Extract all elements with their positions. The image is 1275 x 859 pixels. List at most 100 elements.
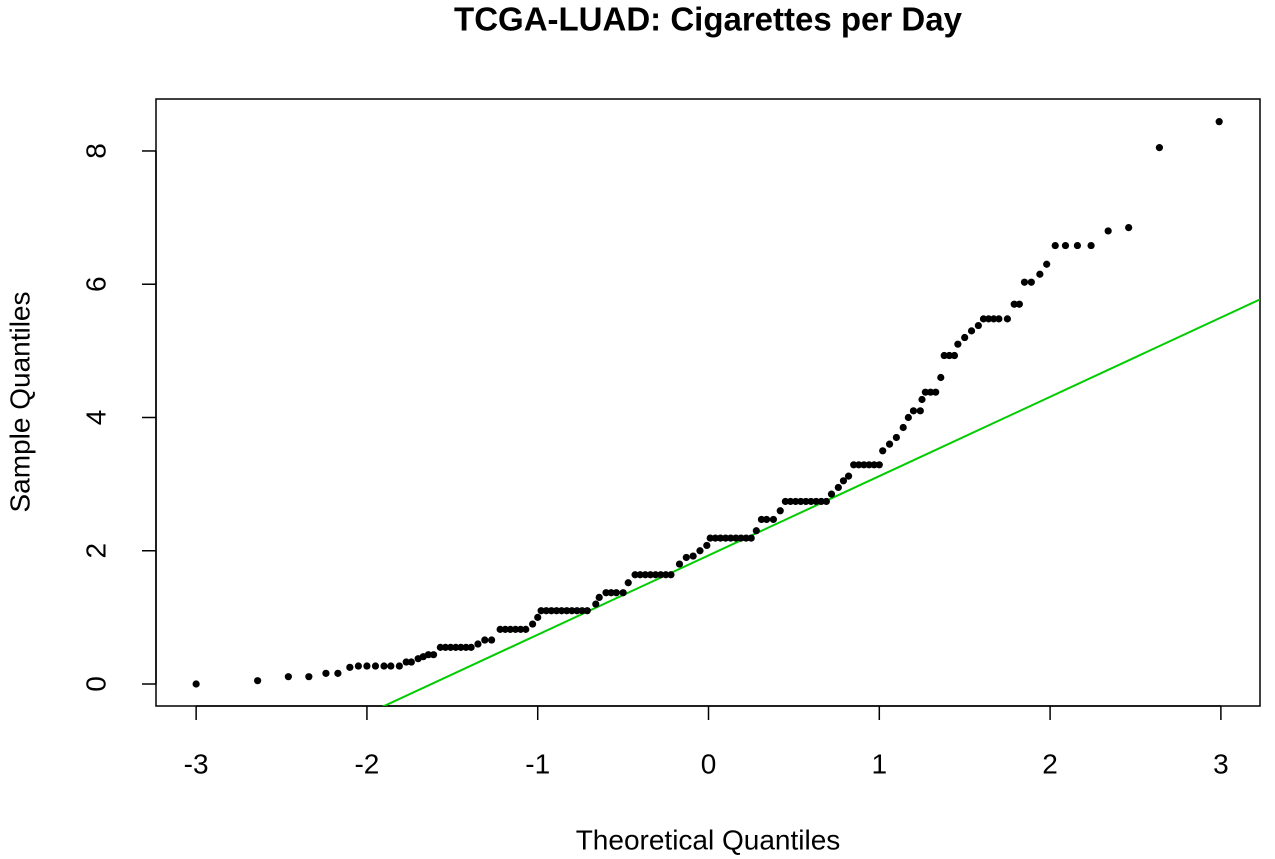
point — [619, 589, 627, 597]
point — [573, 607, 581, 615]
point — [757, 515, 766, 524]
point — [752, 527, 760, 535]
point — [1036, 270, 1044, 278]
point — [452, 643, 460, 651]
point — [1003, 315, 1011, 323]
x-tick-label: 3 — [1213, 748, 1229, 779]
point — [967, 327, 976, 335]
point — [961, 333, 969, 342]
point — [441, 643, 450, 651]
point — [945, 351, 953, 360]
point — [834, 483, 842, 492]
point — [607, 589, 615, 597]
y-tick-label: 4 — [80, 410, 111, 426]
point — [284, 673, 292, 681]
point — [732, 534, 740, 542]
y-axis-title: Sample Quantiles — [4, 291, 35, 512]
point — [563, 607, 571, 615]
point — [552, 607, 561, 615]
point — [990, 315, 998, 323]
point — [762, 515, 771, 524]
point — [407, 658, 415, 666]
point — [937, 373, 945, 382]
x-axis-title: Theoretical Quantiles — [576, 824, 841, 855]
point — [932, 388, 940, 396]
point — [721, 534, 730, 542]
x-tick-label: -1 — [525, 748, 550, 779]
point — [865, 461, 873, 469]
point — [395, 662, 403, 670]
point — [547, 607, 555, 615]
point — [875, 461, 883, 469]
point — [797, 497, 805, 506]
point — [192, 680, 200, 688]
point — [334, 669, 342, 677]
point — [689, 552, 697, 560]
point — [844, 472, 853, 480]
point — [892, 433, 900, 442]
point — [703, 541, 711, 550]
point — [595, 593, 603, 601]
point — [537, 607, 545, 615]
point — [447, 643, 455, 651]
point — [1215, 118, 1223, 126]
point — [424, 651, 433, 659]
point — [1155, 144, 1164, 152]
point — [568, 607, 576, 615]
point — [602, 589, 610, 597]
point — [534, 613, 542, 621]
point — [682, 553, 690, 562]
point — [916, 407, 924, 415]
point — [429, 651, 438, 659]
point — [850, 461, 858, 469]
point — [711, 534, 719, 542]
x-tick-label: -3 — [184, 748, 209, 779]
point — [1051, 241, 1059, 250]
point — [506, 625, 514, 633]
point — [781, 497, 789, 506]
point — [511, 625, 520, 633]
point — [657, 571, 665, 579]
point — [1027, 278, 1035, 286]
point — [641, 571, 649, 579]
point — [1010, 300, 1018, 308]
point — [651, 571, 660, 579]
point — [558, 607, 566, 615]
point — [1043, 260, 1051, 268]
point — [940, 351, 948, 360]
point — [528, 620, 537, 628]
point — [776, 507, 784, 515]
point — [807, 497, 815, 506]
point — [769, 515, 778, 524]
point — [675, 560, 684, 568]
point — [363, 662, 371, 670]
point — [904, 413, 912, 422]
point — [812, 497, 820, 506]
point — [457, 643, 465, 651]
point — [488, 636, 496, 644]
point — [727, 534, 735, 542]
point — [636, 571, 644, 579]
y-tick-label: 2 — [80, 543, 111, 559]
point — [1125, 223, 1133, 232]
point — [950, 351, 959, 360]
point — [918, 395, 926, 404]
point — [696, 547, 704, 555]
point — [380, 662, 388, 670]
chart-title: TCGA-LUAD: Cigarettes per Day — [454, 1, 963, 38]
x-tick-label: -2 — [354, 748, 379, 779]
point — [827, 490, 836, 498]
point — [387, 662, 395, 670]
point — [578, 607, 586, 615]
plot-layer: -3 -2 -1 0 1 2 3 0 2 4 6 8 — [80, 118, 1260, 779]
point — [802, 497, 810, 506]
point — [612, 589, 620, 597]
point — [501, 625, 509, 633]
point — [979, 315, 988, 323]
y-tick-label: 8 — [80, 143, 111, 159]
point — [592, 600, 600, 608]
point — [706, 534, 714, 542]
reference-line — [381, 298, 1260, 706]
plot-frame — [155, 98, 1261, 707]
point — [583, 607, 591, 615]
